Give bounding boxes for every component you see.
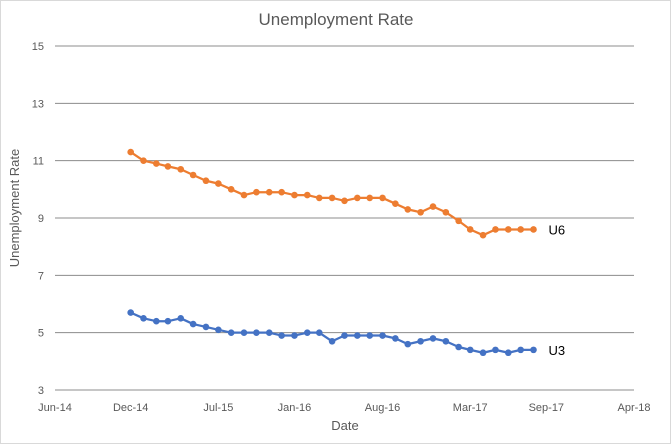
data-point <box>253 329 260 336</box>
data-point <box>303 329 311 336</box>
x-tick-label: Mar-17 <box>453 402 488 414</box>
data-point <box>177 165 185 173</box>
data-point <box>442 337 450 345</box>
data-point <box>404 340 412 348</box>
data-point <box>278 332 285 339</box>
y-tick-label: 15 <box>32 41 44 53</box>
data-point <box>189 320 197 328</box>
data-point <box>153 160 160 167</box>
data-point <box>278 188 285 196</box>
x-axis-ticks: Jun-14 Dec-14 Jul-15 Jan-16 Aug-16 Mar-17 Sep-… <box>38 402 650 414</box>
data-point <box>328 194 336 202</box>
x-tick-label: Aug-16 <box>365 402 400 414</box>
x-tick-label: Jun-14 <box>38 402 72 414</box>
data-point <box>265 188 273 196</box>
data-point <box>517 346 524 354</box>
data-point <box>265 329 273 336</box>
data-point <box>530 226 537 233</box>
data-point <box>315 329 323 336</box>
data-point <box>215 180 222 187</box>
data-point <box>240 191 248 199</box>
data-point <box>127 148 134 156</box>
data-point <box>354 194 361 202</box>
data-point <box>455 217 462 225</box>
chart-title: Unemployment Rate <box>259 10 414 29</box>
data-point <box>392 335 399 342</box>
data-point <box>315 194 323 202</box>
data-point <box>492 226 499 233</box>
data-point <box>366 332 374 339</box>
data-point <box>442 208 450 216</box>
series-layer: U6 U3 <box>127 148 566 358</box>
data-point <box>328 337 336 345</box>
data-point <box>455 343 462 351</box>
data-point <box>354 332 361 339</box>
data-point <box>202 323 210 331</box>
data-point <box>366 194 374 202</box>
data-point <box>177 315 185 322</box>
y-tick-label: 7 <box>38 270 44 282</box>
y-tick-label: 13 <box>32 98 44 110</box>
data-point <box>341 197 348 205</box>
series-u3: U3 <box>127 309 565 358</box>
x-tick-label: Sep-17 <box>529 402 564 414</box>
data-point <box>140 315 147 322</box>
series-label: U6 <box>549 222 566 237</box>
y-tick-label: 11 <box>33 156 44 168</box>
data-point <box>140 157 147 164</box>
data-point <box>127 309 134 316</box>
x-tick-label: Jan-16 <box>278 402 312 414</box>
data-point <box>466 346 474 354</box>
series-label: U3 <box>549 343 566 358</box>
data-point <box>291 191 298 199</box>
data-point <box>417 208 424 216</box>
data-point <box>479 231 487 239</box>
data-point <box>291 332 298 339</box>
x-axis-title: Date <box>331 418 358 433</box>
gridlines <box>55 45 634 391</box>
data-point <box>517 226 524 233</box>
y-tick-label: 9 <box>38 213 44 225</box>
data-point <box>530 346 537 354</box>
data-point <box>240 329 248 336</box>
data-point <box>404 206 412 213</box>
data-point <box>429 335 437 342</box>
y-tick-label: 3 <box>38 385 44 397</box>
data-point <box>303 191 311 199</box>
data-point <box>227 186 235 193</box>
data-point <box>227 329 235 336</box>
data-point <box>479 349 487 357</box>
y-tick-label: 5 <box>38 328 44 340</box>
y-axis-title: Unemployment Rate <box>7 149 22 268</box>
y-axis-ticks: 3 5 7 9 11 13 15 <box>32 41 44 397</box>
data-point <box>164 163 172 170</box>
data-point <box>504 226 512 233</box>
x-tick-label: Apr-18 <box>617 402 650 414</box>
series-line <box>130 151 534 237</box>
data-point <box>492 346 499 354</box>
data-point <box>417 337 424 345</box>
series-u6: U6 <box>127 148 566 239</box>
data-point <box>189 171 197 179</box>
data-point <box>504 349 512 357</box>
x-tick-label: Dec-14 <box>113 402 148 414</box>
data-point <box>341 332 348 339</box>
data-point <box>202 177 210 185</box>
data-point <box>392 200 399 207</box>
data-point <box>153 317 160 325</box>
data-point <box>379 332 386 339</box>
data-point <box>466 226 474 233</box>
data-point <box>164 317 172 325</box>
data-point <box>379 194 386 202</box>
data-point <box>429 203 437 210</box>
data-point <box>215 326 222 334</box>
x-tick-label: Jul-15 <box>203 402 233 414</box>
data-point <box>253 188 260 196</box>
